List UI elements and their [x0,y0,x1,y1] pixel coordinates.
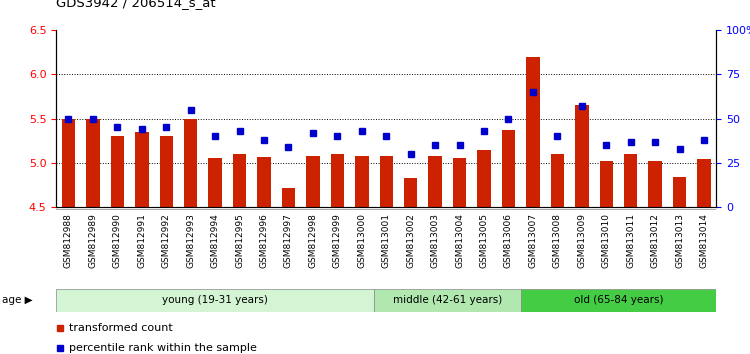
Text: GSM812995: GSM812995 [235,213,244,268]
Bar [86,119,100,207]
Text: GSM813007: GSM813007 [529,213,538,268]
Bar [380,156,393,207]
Text: GSM813003: GSM813003 [430,213,439,268]
Bar [526,57,540,207]
Text: GSM813014: GSM813014 [700,213,709,268]
Bar [62,119,75,207]
Bar [550,154,564,207]
Bar [282,188,296,207]
Bar [184,119,197,207]
Text: GSM812998: GSM812998 [308,213,317,268]
Bar [160,136,173,207]
Bar [56,289,374,312]
Bar [111,136,124,207]
Text: GSM812993: GSM812993 [186,213,195,268]
Text: GSM813000: GSM813000 [357,213,366,268]
Text: GSM813001: GSM813001 [382,213,391,268]
Text: GSM812999: GSM812999 [333,213,342,268]
Bar [698,159,711,207]
Bar [673,177,686,207]
Text: GSM812990: GSM812990 [112,213,122,268]
Bar [428,156,442,207]
Text: GSM813013: GSM813013 [675,213,684,268]
Bar [374,289,520,312]
Text: GSM813008: GSM813008 [553,213,562,268]
Text: GSM813012: GSM813012 [651,213,660,268]
Text: GSM812989: GSM812989 [88,213,98,268]
Bar [331,154,344,207]
Text: GSM812996: GSM812996 [260,213,268,268]
Bar [520,289,716,312]
Text: GSM812994: GSM812994 [211,213,220,268]
Text: transformed count: transformed count [70,323,173,333]
Bar [257,156,271,207]
Bar [453,158,466,207]
Text: GSM812988: GSM812988 [64,213,73,268]
Bar [502,130,515,207]
Text: GSM813006: GSM813006 [504,213,513,268]
Bar [135,132,148,207]
Text: GSM813010: GSM813010 [602,213,610,268]
Bar [355,156,368,207]
Bar [599,161,613,207]
Text: GSM813005: GSM813005 [479,213,488,268]
Bar [477,149,490,207]
Text: GDS3942 / 206514_s_at: GDS3942 / 206514_s_at [56,0,216,9]
Bar [209,158,222,207]
Bar [575,105,589,207]
Bar [404,178,418,207]
Text: GSM812991: GSM812991 [137,213,146,268]
Bar [649,161,662,207]
Bar [624,154,638,207]
Text: GSM812992: GSM812992 [162,213,171,268]
Bar [232,154,246,207]
Text: old (65-84 years): old (65-84 years) [574,295,663,305]
Text: age ▶: age ▶ [2,295,32,305]
Text: percentile rank within the sample: percentile rank within the sample [70,343,257,353]
Text: GSM813004: GSM813004 [455,213,464,268]
Text: middle (42-61 years): middle (42-61 years) [393,295,502,305]
Bar [306,156,320,207]
Text: GSM813009: GSM813009 [578,213,586,268]
Text: GSM812997: GSM812997 [284,213,293,268]
Text: GSM813011: GSM813011 [626,213,635,268]
Text: young (19-31 years): young (19-31 years) [162,295,268,305]
Text: GSM813002: GSM813002 [406,213,416,268]
